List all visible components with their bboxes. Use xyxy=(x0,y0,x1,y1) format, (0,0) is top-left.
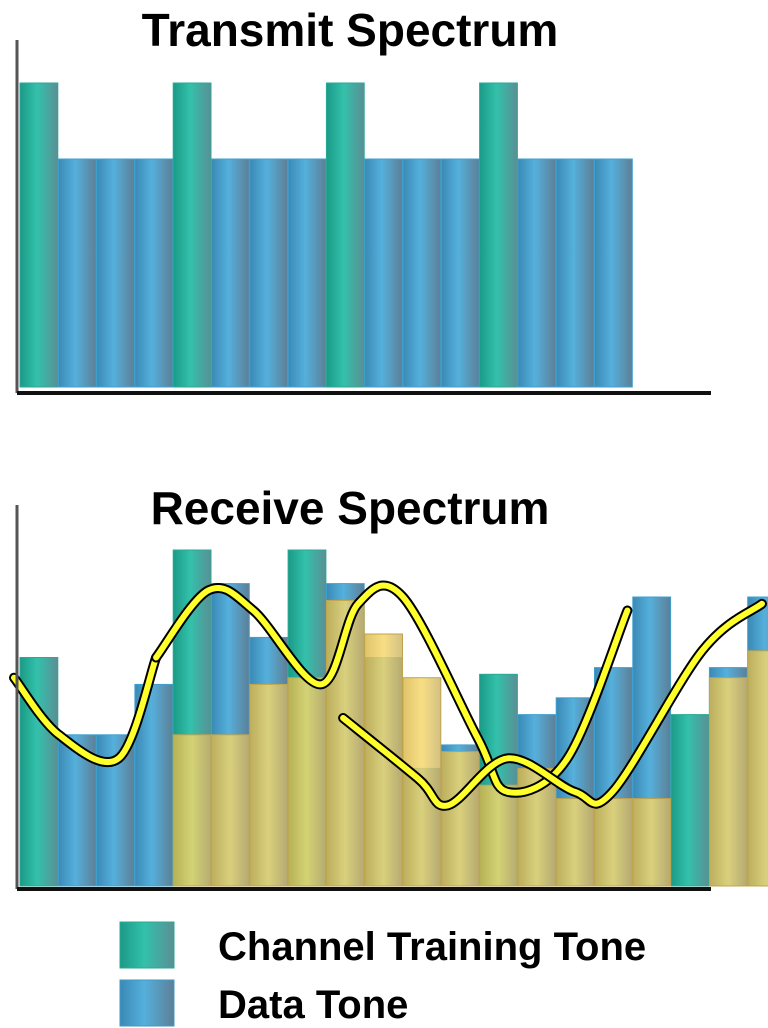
legend: Channel Training Tone Data Tone xyxy=(119,921,646,1027)
received-overlay-bar xyxy=(479,784,518,887)
received-overlay-bar xyxy=(708,677,748,887)
received-overlay-bar xyxy=(440,751,480,887)
training-tone-bar xyxy=(670,714,710,887)
receive-title: Receive Spectrum xyxy=(151,482,550,534)
received-overlay-bar xyxy=(249,683,289,887)
training-tone-bar xyxy=(172,82,212,388)
channel-response-envelope xyxy=(9,580,767,811)
data-tone-bar xyxy=(287,158,327,388)
transmit-spectrum-chart: Transmit Spectrum xyxy=(15,4,711,395)
received-overlay-bar xyxy=(594,798,633,887)
received-overlay-bar xyxy=(555,798,595,887)
received-overlay-bar xyxy=(747,650,768,887)
data-tone-bar xyxy=(134,158,174,388)
training-tone-bar xyxy=(479,82,518,388)
data-tone-bar xyxy=(96,158,135,388)
legend-swatch-training xyxy=(119,921,175,969)
legend-label-training: Channel Training Tone xyxy=(218,925,646,969)
receive-overlay-bars xyxy=(172,599,768,887)
received-overlay-bar xyxy=(287,677,327,887)
received-overlay-bar xyxy=(211,734,250,887)
receive-spectrum-chart: Receive Spectrum xyxy=(9,482,768,891)
data-tone-bar xyxy=(594,158,633,388)
envelope-curve xyxy=(340,600,765,809)
data-tone-bar xyxy=(402,158,442,388)
data-tone-bar xyxy=(57,158,97,388)
data-tone-bar xyxy=(249,158,289,388)
training-tone-bar xyxy=(325,82,365,388)
data-tone-bar xyxy=(364,158,404,388)
training-tone-bar xyxy=(19,82,59,388)
data-tone-bar xyxy=(211,158,250,388)
data-tone-bar xyxy=(440,158,480,388)
legend-swatch-data xyxy=(119,979,175,1027)
envelope-curve xyxy=(11,654,160,766)
data-tone-bar xyxy=(517,158,557,388)
transmit-bars xyxy=(19,82,633,388)
received-overlay-bar xyxy=(632,798,672,887)
transmit-title: Transmit Spectrum xyxy=(142,4,559,56)
data-tone-bar xyxy=(555,158,595,388)
legend-label-data: Data Tone xyxy=(218,983,408,1027)
received-overlay-bar xyxy=(172,734,212,887)
received-overlay-bar xyxy=(364,633,404,887)
